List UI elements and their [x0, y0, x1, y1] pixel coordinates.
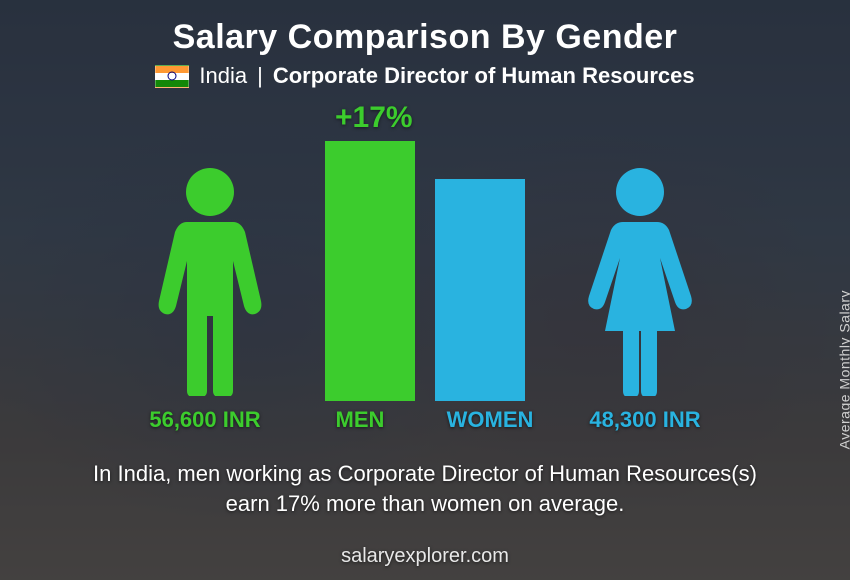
male-svg [145, 166, 275, 396]
separator: | [257, 63, 263, 89]
female-label: WOMEN [435, 407, 545, 433]
bottom-labels: 56,600 INR MEN WOMEN 48,300 INR [105, 407, 745, 433]
male-label: MEN [305, 407, 415, 433]
female-salary-value: 48,300 INR [545, 407, 745, 433]
male-person-icon [145, 166, 275, 401]
female-svg [575, 166, 705, 396]
male-bar [325, 141, 415, 401]
female-person-icon [575, 166, 705, 401]
infographic-content: Salary Comparison By Gender India | Corp… [0, 0, 850, 580]
country-label: India [199, 63, 247, 89]
percentage-difference-label: +17% [335, 101, 413, 135]
male-salary-value: 56,600 INR [105, 407, 305, 433]
subtitle-row: India | Corporate Director of Human Reso… [30, 63, 820, 89]
summary-text: In India, men working as Corporate Direc… [30, 459, 820, 518]
chart-area: +17% 56,600 INR [105, 109, 745, 429]
female-bar [435, 179, 525, 401]
india-flag-icon [155, 65, 189, 88]
job-title-label: Corporate Director of Human Resources [273, 63, 695, 89]
page-title: Salary Comparison By Gender [30, 18, 820, 57]
